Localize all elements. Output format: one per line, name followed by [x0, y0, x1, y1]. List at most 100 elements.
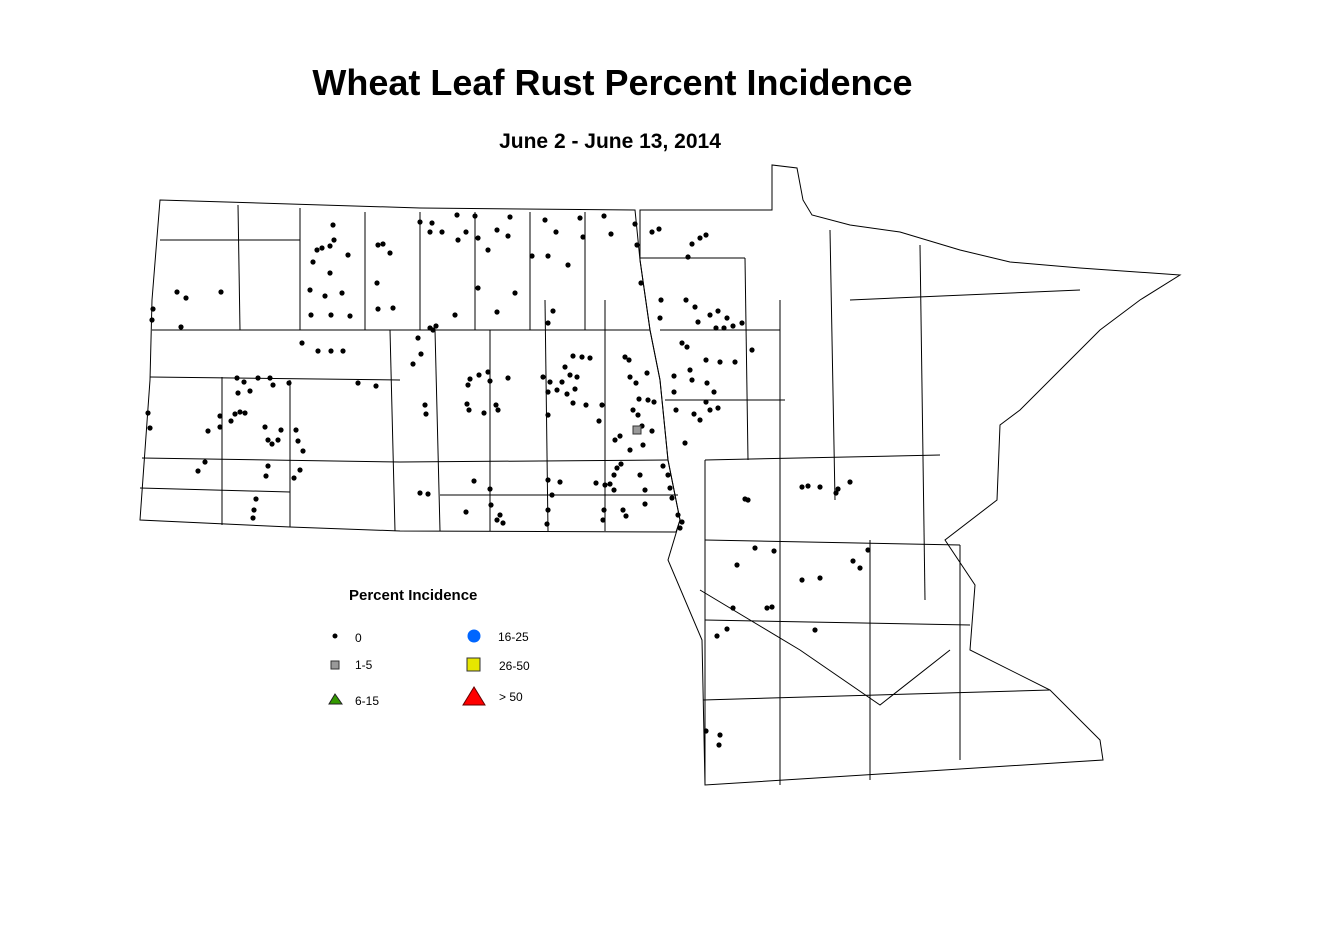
- site-point-0: [487, 378, 493, 384]
- site-point-0: [150, 306, 156, 312]
- site-point-0: [297, 467, 303, 473]
- county-boundary: [829, 229, 836, 501]
- site-point-0: [673, 407, 679, 413]
- map-subtitle: June 2 - June 13, 2014: [499, 130, 721, 153]
- site-point-0: [601, 213, 607, 219]
- site-point-0: [494, 227, 500, 233]
- site-point-0: [564, 391, 570, 397]
- site-point-0: [614, 465, 620, 471]
- site-point-0: [749, 347, 755, 353]
- site-point-0: [145, 410, 151, 416]
- site-point-0: [218, 289, 224, 295]
- site-point-0: [579, 354, 585, 360]
- site-point-0: [375, 306, 381, 312]
- site-point-0: [293, 427, 299, 433]
- county-boundary: [399, 459, 669, 463]
- site-point-0: [347, 313, 353, 319]
- site-point-0: [677, 525, 683, 531]
- site-point-0: [724, 315, 730, 321]
- site-point-0: [452, 312, 458, 318]
- county-boundary: [139, 487, 291, 493]
- site-point-0: [549, 492, 555, 498]
- site-point-0: [602, 482, 608, 488]
- site-point-0: [714, 633, 720, 639]
- site-point-0: [327, 243, 333, 249]
- site-point-0: [263, 473, 269, 479]
- site-point-0: [627, 374, 633, 380]
- site-point-0: [355, 380, 361, 386]
- site-point-0: [500, 520, 506, 526]
- site-point-0: [812, 627, 818, 633]
- site-point-0: [295, 438, 301, 444]
- site-point-0: [703, 399, 709, 405]
- site-point-0: [679, 340, 685, 346]
- site-point-0: [291, 475, 297, 481]
- site-point-0: [251, 507, 257, 513]
- site-point-0: [550, 308, 556, 314]
- minnesota-outline: [639, 164, 1182, 786]
- site-point-0: [687, 367, 693, 373]
- site-point-0: [671, 389, 677, 395]
- site-point-0: [205, 428, 211, 434]
- site-point-0: [640, 442, 646, 448]
- site-point-0: [375, 242, 381, 248]
- site-point-0: [577, 215, 583, 221]
- site-point-0: [667, 485, 673, 491]
- site-point-0: [612, 437, 618, 443]
- site-point-0: [623, 513, 629, 519]
- site-point-0: [565, 262, 571, 268]
- site-point-0: [327, 270, 333, 276]
- site-point-0: [567, 372, 573, 378]
- site-point-0: [593, 480, 599, 486]
- site-point-0: [721, 325, 727, 331]
- site-point-0: [692, 304, 698, 310]
- site-point-0: [425, 491, 431, 497]
- site-point-0: [418, 351, 424, 357]
- site-point-0: [380, 241, 386, 247]
- site-point-0: [697, 417, 703, 423]
- site-point-0: [732, 359, 738, 365]
- site-point-0: [665, 472, 671, 478]
- site-point-0: [390, 305, 396, 311]
- site-point-0: [713, 325, 719, 331]
- legend-title: Percent Incidence: [349, 587, 478, 604]
- site-point-1-5: [632, 425, 642, 435]
- site-point-0: [651, 399, 657, 405]
- site-point-0: [847, 479, 853, 485]
- site-point-0: [328, 348, 334, 354]
- site-point-0: [671, 373, 677, 379]
- site-point-0: [637, 472, 643, 478]
- site-point-0: [228, 418, 234, 424]
- site-point-0: [695, 319, 701, 325]
- site-point-0: [439, 229, 445, 235]
- site-point-0: [752, 545, 758, 551]
- site-point-0: [618, 461, 624, 467]
- site-point-0: [679, 519, 685, 525]
- site-point-0: [545, 389, 551, 395]
- county-boundary: [237, 204, 241, 331]
- site-point-0: [183, 295, 189, 301]
- site-point-0: [554, 387, 560, 393]
- site-point-0: [703, 357, 709, 363]
- site-point-0: [540, 374, 546, 380]
- site-point-0: [580, 234, 586, 240]
- site-point-0: [545, 320, 551, 326]
- site-point-0: [545, 477, 551, 483]
- site-point-0: [642, 501, 648, 507]
- county-boundary: [702, 689, 1051, 701]
- site-point-0: [734, 562, 740, 568]
- site-point-0: [454, 212, 460, 218]
- site-point-0: [545, 253, 551, 259]
- site-point-0: [234, 375, 240, 381]
- site-point-0: [299, 340, 305, 346]
- site-point-0: [488, 502, 494, 508]
- site-point-0: [730, 323, 736, 329]
- site-point-0: [559, 379, 565, 385]
- site-point-0: [308, 312, 314, 318]
- site-point-0: [481, 410, 487, 416]
- site-point-0: [608, 231, 614, 237]
- site-point-0: [724, 626, 730, 632]
- site-point-0: [430, 327, 436, 333]
- site-point-0: [544, 521, 550, 527]
